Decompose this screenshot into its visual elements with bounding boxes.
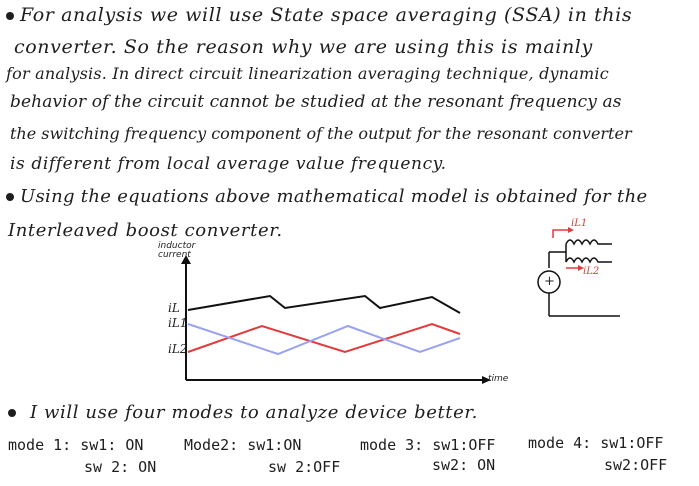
mode-3-sw2: sw2: ON xyxy=(432,456,496,474)
y-axis-arrow xyxy=(181,255,191,264)
para1-line-1: For analysis we will use State space ave… xyxy=(6,4,632,26)
legend-il: iL xyxy=(168,301,180,315)
para1-line-5: the switching frequency component of the… xyxy=(10,124,632,143)
mode-1-sw2: sw 2: ON xyxy=(84,458,157,476)
circuit-diagram xyxy=(537,227,620,317)
para1-line-6: is different from local average value fr… xyxy=(10,154,447,174)
series-il1 xyxy=(187,322,461,354)
bullet-icon xyxy=(6,193,14,201)
inductor-1 xyxy=(565,239,612,246)
para1-line-3: for analysis. In direct circuit lineariz… xyxy=(6,64,609,83)
bullet-icon xyxy=(8,409,16,417)
mode-1-title: mode 1: sw1: ON xyxy=(8,436,144,454)
legend-il1: iL1 xyxy=(168,316,188,330)
mode-3-title: mode 3: sw1:OFF xyxy=(360,436,496,454)
x-axis-arrow xyxy=(482,376,491,384)
circuit-label-il1: iL1 xyxy=(571,218,588,229)
para2-line-2: Interleaved boost converter. xyxy=(8,220,283,241)
para3-line: I will use four modes to analyze device … xyxy=(8,402,478,423)
y-axis-label: inductor current xyxy=(158,241,196,260)
mode-4-sw2: sw2:OFF xyxy=(604,456,668,474)
x-axis-label: time xyxy=(488,374,509,384)
para1-line-2: converter. So the reason why we are usin… xyxy=(14,36,593,58)
mode-2-sw2: sw 2:OFF xyxy=(268,458,341,476)
source-plus-label: + xyxy=(544,274,555,289)
para2-line-1: Using the equations above mathematical m… xyxy=(6,186,647,207)
arrow-il1-icon xyxy=(552,229,570,238)
series-il2 xyxy=(187,323,461,356)
legend-il2: iL2 xyxy=(168,342,188,356)
series-il xyxy=(187,294,461,314)
circuit-label-il2: iL2 xyxy=(583,266,600,277)
mode-2-title: Mode2: sw1:ON xyxy=(184,436,302,454)
inductor-2 xyxy=(565,257,612,264)
bullet-icon xyxy=(6,12,14,20)
mode-4-title: mode 4: sw1:OFF xyxy=(528,434,664,452)
para1-line-4: behavior of the circuit cannot be studie… xyxy=(10,92,622,112)
